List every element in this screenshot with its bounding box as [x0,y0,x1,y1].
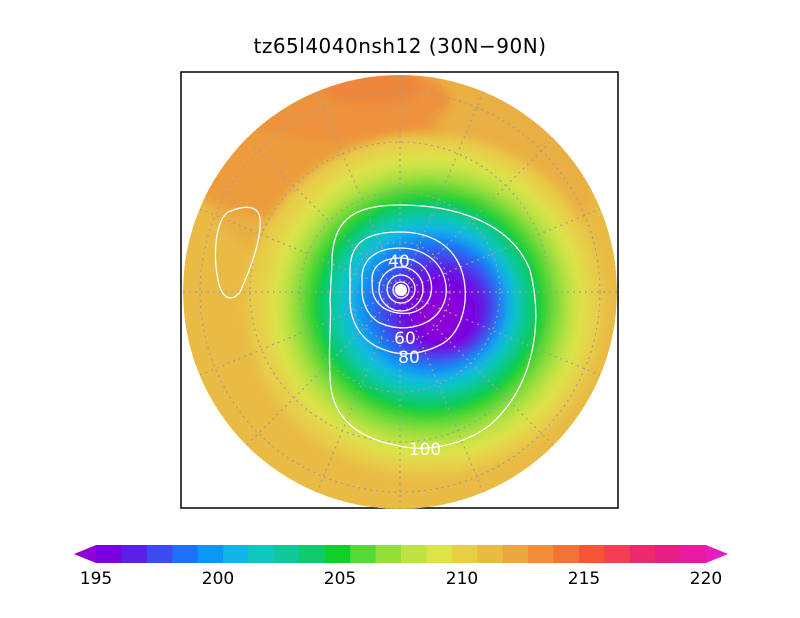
contour-label-40: 40 [388,252,410,272]
colorbar-cell [502,545,529,563]
colorbar-cell [197,545,224,563]
contour-60 [361,247,447,329]
colorbar-cell [451,545,478,563]
colorbar-cell [426,545,453,563]
contour-label-80: 80 [398,348,420,368]
colorbar-cell [172,545,199,563]
colorbar-cell [604,545,631,563]
contour-40 [378,266,424,312]
pole-marker [395,284,407,296]
colorbar-high-triangle [706,545,728,563]
colorbar-tick-label: 220 [689,569,723,589]
colorbar-tick-label: 205 [323,569,357,589]
colorbar-cell [350,545,377,563]
contour-label-100: 100 [409,440,441,460]
colorbar-tick-label: 200 [201,569,235,589]
colorbar-cell [528,545,554,563]
contour-lines [214,204,537,449]
colorbar-tick-label: 215 [567,569,601,589]
colorbar-cell [375,545,402,563]
colorbar-cell [299,545,326,563]
colorbar-cell [248,545,275,563]
colorbar-cell [324,545,351,563]
contour-label-60: 60 [394,329,416,349]
temperature-field [183,75,617,509]
contour-labels: 40 60 80 100 [388,252,441,460]
colorbar-cell [121,545,148,563]
colorbar-cell [146,545,173,563]
colorbar-tick-label: 195 [79,569,113,589]
contour-100 [328,204,537,449]
contour-80 [349,231,466,355]
contour-warm-patch [214,206,261,299]
colorbar-tick-label: 210 [445,569,479,589]
colorbar-low-triangle [74,545,96,563]
colorbar-cell [578,545,605,563]
colorbar-cell [680,545,707,563]
chart-title: tz65l4040nsh12 (30N−90N) [253,34,547,58]
colorbar-cell [273,545,300,563]
colorbar-cell [223,545,249,563]
colorbar-cell [553,545,580,563]
colorbar-cell [655,545,682,563]
colorbar-cell [401,545,427,563]
colorbar-cell [477,545,504,563]
contour-50 [371,257,433,315]
colorbar-cell [629,545,656,563]
colorbar-cell [96,545,122,563]
